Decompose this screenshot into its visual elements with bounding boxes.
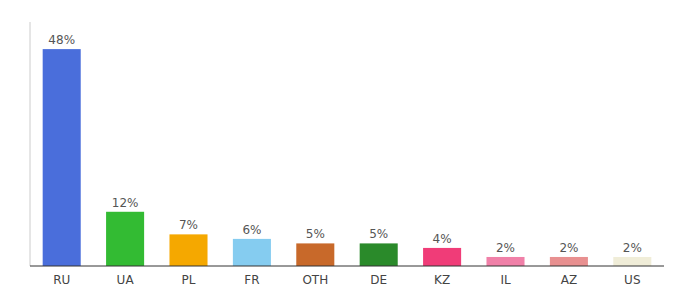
bar	[233, 239, 271, 266]
x-tick-label: AZ	[561, 273, 577, 287]
x-tick-label: KZ	[434, 273, 450, 287]
x-tick-label: PL	[182, 273, 196, 287]
data-label: 48%	[48, 33, 75, 47]
data-label: 5%	[306, 227, 325, 241]
data-label: 2%	[496, 241, 515, 255]
bar	[360, 243, 398, 266]
x-tick-label: DE	[370, 273, 387, 287]
data-label: 7%	[179, 218, 198, 232]
x-tick-label: US	[624, 273, 640, 287]
bar	[296, 243, 334, 266]
x-tick-label: RU	[53, 273, 70, 287]
chart-container: RU UA PL FR OTH DE KZ IL AZ US 48% 12% 7% 6% 5% 5% 4% 2% 2…	[0, 0, 680, 300]
x-tick-label: UA	[117, 273, 135, 287]
bar	[486, 257, 524, 266]
x-tick-label: OTH	[302, 273, 328, 287]
data-label: 2%	[623, 241, 642, 255]
data-label: 4%	[433, 232, 452, 246]
bar	[550, 257, 588, 266]
y-axis-line	[30, 22, 31, 266]
data-label: 5%	[369, 227, 388, 241]
data-label: 6%	[242, 223, 261, 237]
x-axis-line	[30, 266, 664, 267]
bar	[106, 212, 144, 266]
bar	[423, 248, 461, 266]
data-label: 2%	[559, 241, 578, 255]
x-tick-label: FR	[244, 273, 259, 287]
data-label: 12%	[112, 196, 139, 210]
bar	[43, 49, 81, 266]
x-tick-label: IL	[500, 273, 511, 287]
bar	[613, 257, 651, 266]
bar	[169, 234, 207, 266]
bars	[43, 49, 652, 266]
chart-svg: RU UA PL FR OTH DE KZ IL AZ US 48% 12% 7% 6% 5% 5% 4% 2% 2…	[0, 0, 680, 300]
